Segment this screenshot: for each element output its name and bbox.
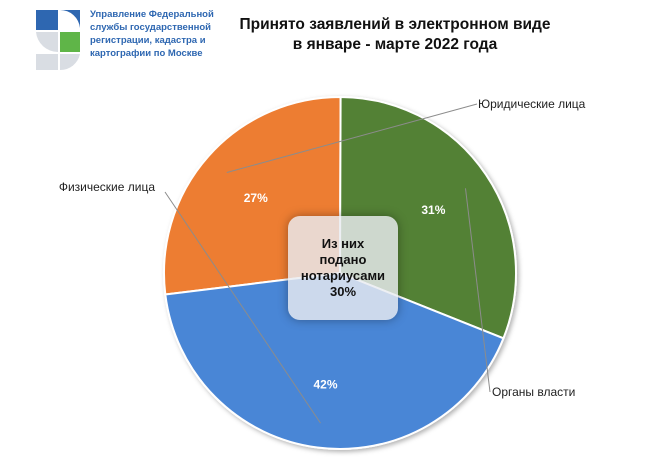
organization-name: Управление Федеральной службы государств…: [90, 8, 250, 60]
notary-note-box: Из них подано нотариусами 30%: [288, 216, 398, 320]
notary-note-line-2: подано: [319, 252, 367, 267]
chart-title: Принято заявлений в электронном виде в я…: [200, 15, 590, 55]
org-line-2: службы государственной: [90, 22, 211, 33]
callout-line-0: [226, 103, 478, 173]
slice-percent-label-1: 31%: [421, 203, 445, 217]
callout-line-2: [164, 191, 321, 424]
callout-line-1: [464, 188, 491, 393]
org-line-1: Управление Федеральной: [90, 9, 214, 20]
notary-note-line-1: Из них: [321, 236, 365, 251]
slice-category-label-0: Юридические лица: [478, 97, 586, 111]
notary-note-line-4: 30%: [329, 284, 357, 299]
organization-logo: Управление Федеральной службы государств…: [34, 6, 244, 76]
slice-category-label-2: Физические лица: [59, 180, 155, 194]
slice-percent-label-0: 27%: [244, 191, 268, 205]
slice-category-label-1: Органы власти: [492, 385, 575, 399]
notary-note-line-3: нотариусами: [300, 268, 386, 283]
chart-title-line-2: в январе - марте 2022 года: [292, 36, 498, 53]
org-line-3: регистрации, кадастра и: [90, 35, 206, 46]
pie-slice-2: [164, 271, 505, 450]
org-line-4: картографии по Москве: [90, 48, 203, 59]
slice-percent-label-2: 42%: [313, 378, 337, 392]
chart-title-line-1: Принято заявлений в электронном виде: [239, 16, 551, 33]
rosreestr-emblem-icon: [36, 9, 80, 71]
